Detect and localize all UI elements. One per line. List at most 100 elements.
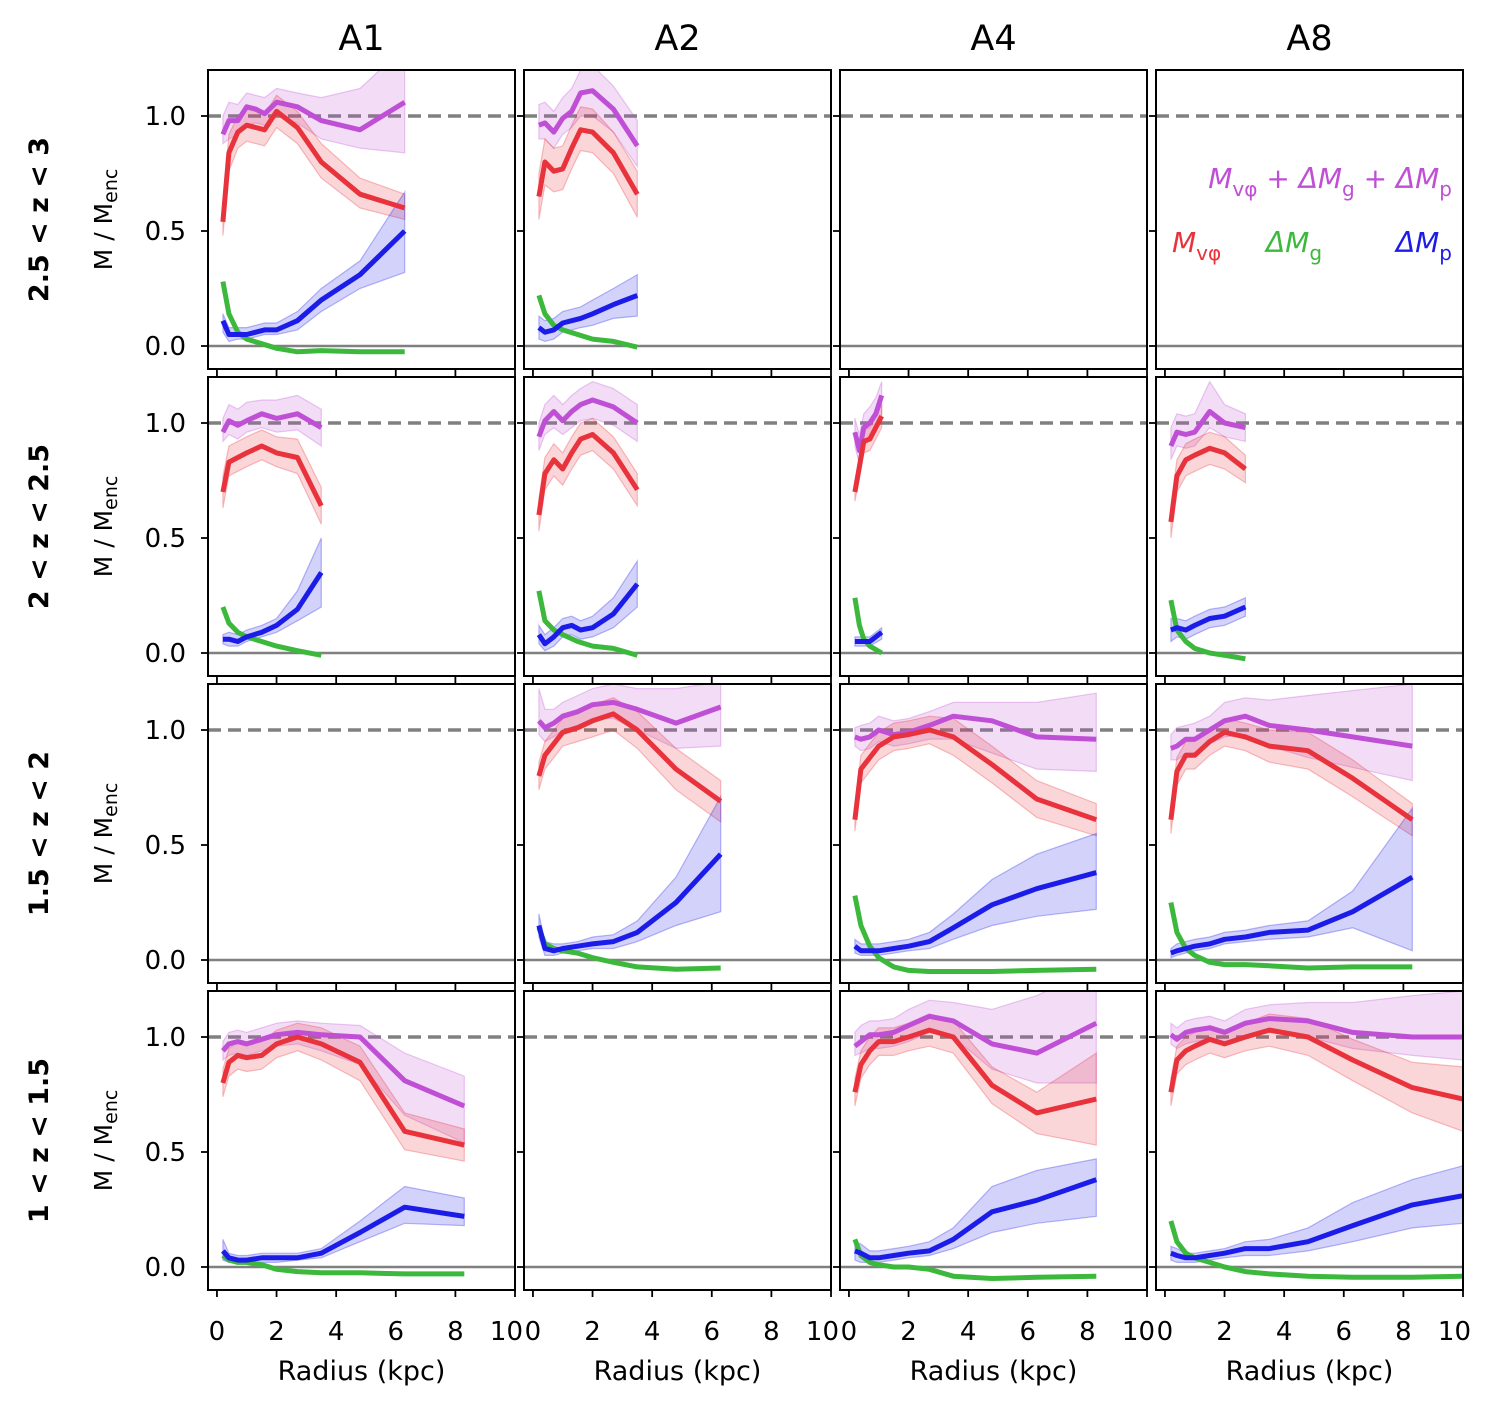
legend-text-part: g [1309,241,1322,265]
line-total [1170,713,1413,751]
panel-r0-c3 [1149,69,1464,376]
panel-frame [839,376,1148,677]
line-dmg [220,281,405,355]
panel-plot-area [1156,991,1463,1280]
x-tick-label: 6 [1020,1317,1037,1347]
panel-r0-c1 [517,69,832,376]
y-axis-label-sub: enc [100,783,122,817]
x-axis-label: Radius (kpc) [594,1356,762,1387]
legend-text-part: + ΔM [1257,162,1342,195]
legend-text-part: ΔM [1394,226,1439,259]
legend-text-part: M [1208,162,1232,195]
legend-text-part: M [1172,226,1196,259]
panel-plot-area [840,114,1147,348]
line-dmg [536,926,721,972]
line-mv [220,443,324,507]
y-tick-label: 0.0 [145,332,186,362]
y-axis-label-sub: enc [100,1090,122,1124]
line-dmp [220,229,407,337]
panel-background [208,70,515,369]
panel-r1-c1 [517,376,832,683]
panel-r2-c3 [1149,683,1464,990]
line-dmg [536,590,638,658]
x-tick-label: 0 [209,1317,226,1347]
panel-frame [207,683,516,984]
x-tick-label: 0 [525,1317,542,1347]
x-tick-label: 10 [490,1317,523,1347]
panel-background [1156,377,1463,676]
x-tick-label: 8 [1079,1317,1096,1347]
panel-r2-c0: 0.0 0.5 1.0 [145,683,516,990]
x-tick-label: 0 [1157,1317,1174,1347]
x-tick-label: 10 [1122,1317,1155,1347]
panel-plot-area [1156,114,1463,348]
y-tick-label: 0.5 [145,217,186,247]
legend-entry-dmg: ΔMg [1264,226,1322,265]
line-mv [852,414,884,493]
panel-frame [839,990,1148,1291]
line-dmp [222,571,324,644]
legend-entry-mv: Mvφ [1172,226,1221,265]
legend-text-part: g [1342,177,1355,201]
legend-entry-dmp: ΔMp [1394,226,1452,265]
line-dmp [1170,604,1247,633]
band-total [854,692,1097,773]
x-tick-label: 8 [1395,1317,1412,1347]
x-tick-label: 4 [644,1317,661,1347]
line-mv [852,727,1098,823]
panel-frame [839,683,1148,984]
panel-plot-area [840,692,1147,974]
line-mv [1168,445,1247,523]
y-axis-label-main: M / M [89,1124,118,1191]
line-mv [852,1027,1097,1116]
line-dmg [852,895,1097,974]
x-tick-label: 2 [900,1317,917,1347]
y-axis-label: M / Menc [89,783,122,885]
panel-r2-c2 [833,683,1148,990]
band-dmp [1170,1165,1463,1263]
x-axis-label: Radius (kpc) [1226,1356,1394,1387]
line-dmp [221,1204,465,1263]
band-dmp [222,537,322,647]
y-tick-label: 0.0 [145,1253,186,1283]
panel-frame [1155,683,1464,984]
line-total [220,411,323,434]
y-axis-label: M / Menc [89,1090,122,1192]
x-tick-label: 4 [328,1317,345,1347]
line-dmp [536,852,723,954]
line-total [220,99,407,136]
panel-frame [207,376,516,677]
band-mv [854,715,1097,837]
panel-frame [523,376,832,677]
line-dmg [1168,902,1413,971]
x-tick-label: 10 [1438,1317,1471,1347]
y-tick-label: 0.0 [145,946,186,976]
panel-frame [1155,69,1464,370]
panel-frame [207,990,516,1291]
x-tick-label: 6 [704,1317,721,1347]
band-total [538,380,638,451]
band-dmp [538,794,722,956]
x-tick-label: 4 [1276,1317,1293,1347]
y-tick-label: 0.0 [145,639,186,669]
line-dmp [853,870,1097,954]
x-tick-label: 8 [763,1317,780,1347]
line-total [538,88,640,148]
panel-r0-c0: 0.0 0.5 1.0 [145,69,516,376]
y-tick-label: 1.0 [145,102,186,132]
x-tick-label: 2 [1216,1317,1233,1347]
panel-r3-c3: 0 2 4 6 8 10 [1149,990,1471,1347]
y-axis-label-sub: enc [100,169,122,203]
panel-plot-area [524,684,831,972]
panel-background [524,991,831,1290]
panel-frame [1155,990,1464,1291]
y-tick-label: 1.0 [145,409,186,439]
line-total [1168,409,1246,447]
line-dmp [1170,1193,1463,1261]
x-tick-label: 4 [960,1317,977,1347]
column-title-a8: A8 [1286,19,1332,59]
column-title-a1: A1 [338,19,384,59]
line-total [1169,1016,1463,1042]
